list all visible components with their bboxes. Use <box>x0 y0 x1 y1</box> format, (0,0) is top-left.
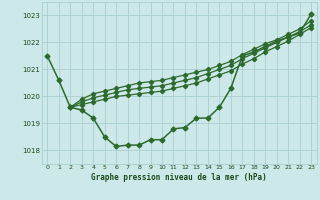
X-axis label: Graphe pression niveau de la mer (hPa): Graphe pression niveau de la mer (hPa) <box>91 173 267 182</box>
